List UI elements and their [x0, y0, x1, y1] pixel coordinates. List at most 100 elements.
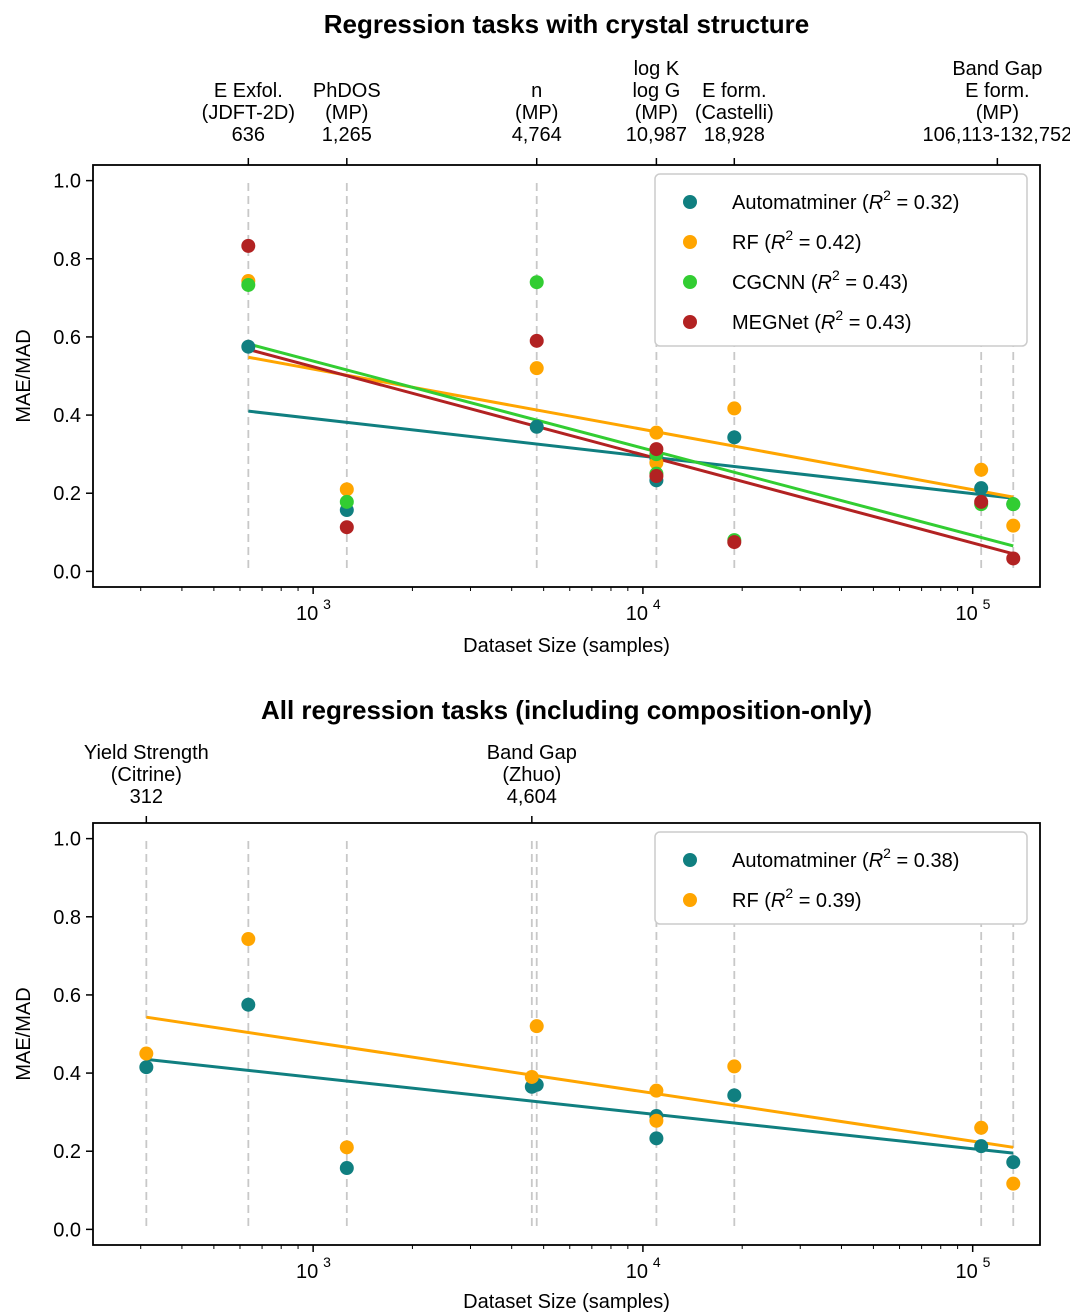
chart-title: Regression tasks with crystal structure — [324, 9, 810, 39]
axes-frame — [92, 822, 1041, 1246]
top-label-line: 1,265 — [322, 124, 372, 146]
data-point-automatminer — [727, 1088, 742, 1103]
top-label-line: (Citrine) — [111, 764, 182, 786]
top-label-line: Band Gap — [952, 58, 1042, 80]
data-point-automatminer — [649, 1131, 664, 1146]
data-point-rf — [339, 1140, 354, 1155]
fit-line-automatminer — [146, 1057, 1014, 1155]
y-tick-label: 0.6 — [53, 985, 81, 1007]
x-tick-exponent: 4 — [653, 1254, 661, 1270]
x-tick-label: 10 — [626, 603, 648, 625]
top-label-line: log G — [632, 80, 680, 102]
top-label-line: Band Gap — [487, 742, 577, 764]
data-point-megnet — [1006, 551, 1021, 566]
x-tick-label: 10 — [296, 603, 318, 625]
legend-entry: RF (R2 = 0.39) — [732, 885, 862, 912]
data-point-automatminer — [974, 481, 989, 496]
data-point-rf — [529, 361, 544, 376]
y-tick-label: 0.2 — [53, 1141, 81, 1163]
top-label-line: (Castelli) — [695, 102, 774, 124]
axes-frame — [92, 164, 1041, 588]
x-tick-label: 10 — [296, 1261, 318, 1283]
data-point-cgcnn — [529, 275, 544, 290]
x-tick-label: 10 — [956, 1261, 978, 1283]
top-label-line: E form. — [702, 80, 766, 102]
x-tick-exponent: 4 — [653, 596, 661, 612]
x-tick-label: 10 — [626, 1261, 648, 1283]
legend: Automatminer (R2 = 0.38) RF (R2 = 0.39) — [654, 831, 1028, 925]
top-label-line: 106,113-132,752 — [922, 124, 1070, 146]
data-point-megnet — [241, 238, 256, 253]
top-label-line: PhDOS — [313, 80, 381, 102]
legend-marker — [683, 195, 697, 209]
data-point-automatminer — [241, 339, 256, 354]
fit-line-rf — [146, 1015, 1014, 1149]
y-tick-label: 0.4 — [53, 1063, 81, 1085]
legend-marker — [683, 275, 697, 289]
data-point-megnet — [974, 494, 989, 509]
top-label-line: Yield Strength — [84, 742, 209, 764]
data-point-automatminer — [727, 430, 742, 445]
data-point-cgcnn — [241, 277, 256, 292]
data-point-megnet — [649, 442, 664, 457]
data-point-rf — [1006, 1176, 1021, 1191]
legend: Automatminer (R2 = 0.32) RF (R2 = 0.42) CG… — [654, 173, 1028, 347]
top-label-line: 4,764 — [512, 124, 562, 146]
legend-marker — [683, 235, 697, 249]
data-point-rf — [974, 1120, 989, 1135]
data-point-megnet — [339, 520, 354, 535]
top-label-line: E Exfol. — [214, 80, 283, 102]
fit-line-automatminer — [248, 409, 1014, 500]
top-label-line: (JDFT-2D) — [202, 102, 295, 124]
top-label-line: 636 — [232, 124, 265, 146]
data-point-rf — [339, 482, 354, 497]
data-point-rf — [241, 932, 256, 947]
data-point-rf — [727, 1059, 742, 1074]
data-point-cgcnn — [1006, 497, 1021, 512]
data-point-megnet — [649, 469, 664, 484]
top-label-line: (MP) — [976, 102, 1019, 124]
y-tick-label: 0.2 — [53, 483, 81, 505]
chart-1: Regression tasks with crystal structure E… — [13, 9, 1070, 657]
data-point-megnet — [529, 333, 544, 348]
data-point-rf — [974, 462, 989, 477]
top-label-line: (MP) — [635, 102, 678, 124]
data-point-rf — [139, 1046, 154, 1061]
top-label-line: (MP) — [515, 102, 558, 124]
data-point-automatminer — [339, 1161, 354, 1176]
fit-line-cgcnn — [247, 342, 1014, 548]
data-point-automatminer — [241, 997, 256, 1012]
data-point-automatminer — [1006, 1155, 1021, 1170]
legend-entry: Automatminer (R2 = 0.32) — [732, 187, 959, 214]
legend-marker — [683, 893, 697, 907]
x-tick-exponent: 3 — [323, 596, 331, 612]
top-label-line: E form. — [965, 80, 1029, 102]
y-tick-label: 1.0 — [53, 829, 81, 851]
x-tick-exponent: 3 — [323, 1254, 331, 1270]
x-tick-exponent: 5 — [983, 1254, 991, 1270]
data-point-automatminer — [529, 419, 544, 434]
top-label-line: 4,604 — [507, 786, 557, 808]
top-label-line: 18,928 — [704, 124, 765, 146]
y-axis-label: MAE/MAD — [13, 329, 35, 422]
legend-marker — [683, 853, 697, 867]
y-tick-label: 0.0 — [53, 1219, 81, 1241]
data-point-automatminer — [139, 1060, 154, 1075]
data-point-rf — [1006, 518, 1021, 533]
top-label-line: log K — [634, 58, 680, 80]
top-label-line: 312 — [130, 786, 163, 808]
legend-entry: RF (R2 = 0.42) — [732, 227, 862, 254]
legend-entry: MEGNet (R2 = 0.43) — [732, 307, 912, 334]
top-label-line: 10,987 — [626, 124, 687, 146]
data-point-automatminer — [974, 1139, 989, 1154]
data-point-rf — [727, 401, 742, 416]
x-tick-label: 10 — [956, 603, 978, 625]
data-point-cgcnn — [339, 494, 354, 509]
x-axis-label: Dataset Size (samples) — [463, 1291, 670, 1313]
y-tick-label: 0.6 — [53, 327, 81, 349]
fit-line-rf — [248, 355, 1014, 499]
legend-entry: CGCNN (R2 = 0.43) — [732, 267, 908, 294]
legend-marker — [683, 315, 697, 329]
y-tick-label: 0.4 — [53, 405, 81, 427]
